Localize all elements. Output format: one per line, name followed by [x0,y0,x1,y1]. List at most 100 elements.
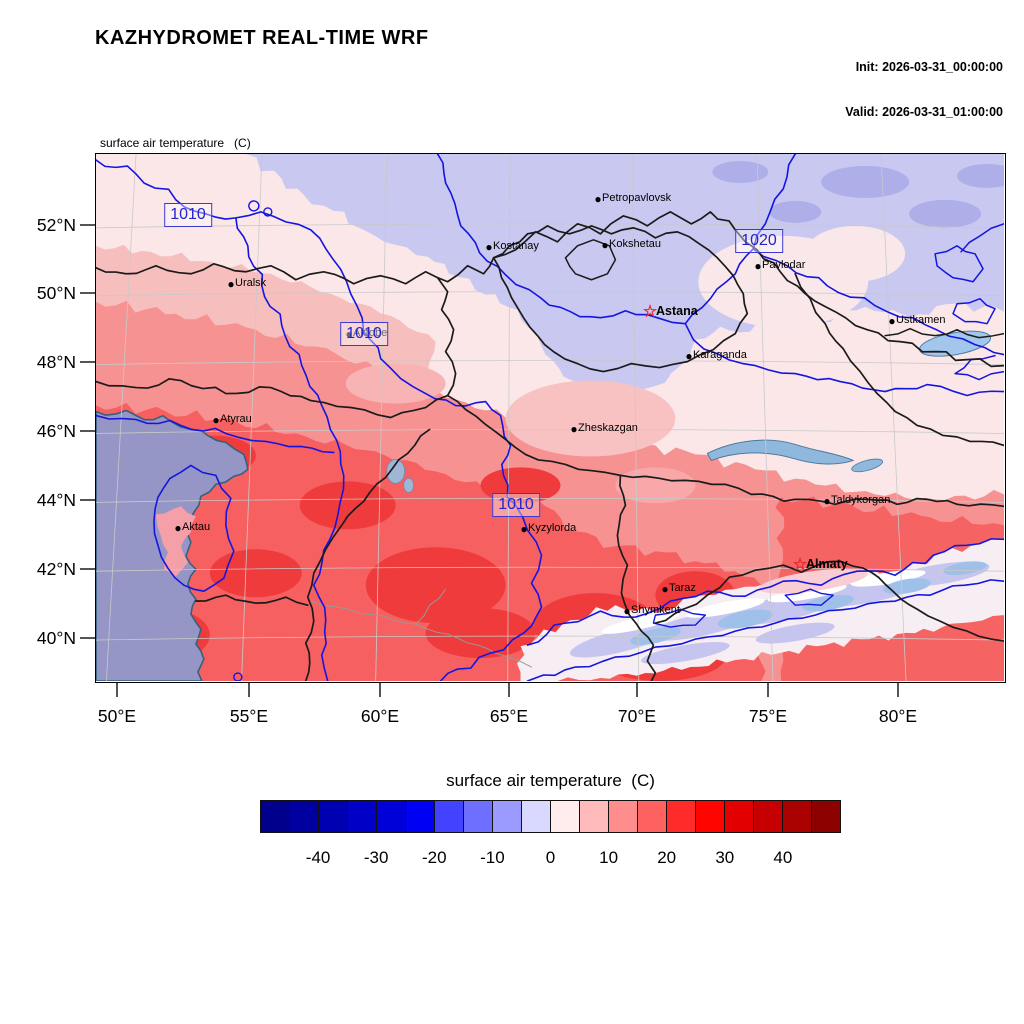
lon-tick-label: 70°E [617,706,657,726]
city-marker-dot-icon: ● [601,238,609,252]
lon-tick-label: 50°E [97,706,137,726]
colorbar-cell [783,801,812,832]
city-label: Pavlodar [762,259,806,271]
map-canvas [95,153,1006,683]
colorbar-cell [464,801,493,832]
lat-tick-mark [80,568,95,570]
valid-time: Valid: 2026-03-31_01:00:00 [845,105,1003,119]
city-marker-dot-icon: ● [754,259,762,273]
lat-tick-mark [80,292,95,294]
lon-tick-mark [379,683,381,697]
lat-tick-mark [80,224,95,226]
colorbar-cell [580,801,609,832]
isobar-value-label: 1010 [340,322,388,346]
city-label: Shymkent [631,604,680,616]
city-marker-dot-icon: ● [570,422,578,436]
city-label: Zheskazgan [578,422,638,434]
city-label: Kyzylorda [528,522,577,534]
colorbar-cell [493,801,522,832]
lon-tick-label: 80°E [878,706,918,726]
lon-tick-label: 65°E [489,706,529,726]
lat-tick-label: 42°N [36,559,76,579]
colorbar-cell [290,801,319,832]
field-label-temperature: surface air temperature (C) [100,136,251,150]
lat-tick-mark [80,637,95,639]
colorbar-tick-label: 20 [657,848,677,867]
colorbar-cell [725,801,754,832]
colorbar-cell [435,801,464,832]
colorbar-cell [261,801,290,832]
colorbar-cell [406,801,435,832]
lon-tick-mark [767,683,769,697]
colorbar-cell [522,801,551,832]
colorbar-tick-label: 0 [545,848,556,867]
city-label: Astana [656,304,698,318]
isobar-value-label: 1010 [164,203,212,227]
colorbar [260,800,841,833]
colorbar-cell [638,801,667,832]
city-label: Karaganda [693,349,747,361]
colorbar-tick-label: 10 [599,848,619,867]
colorbar-tick-label: -20 [422,848,447,867]
city-marker-star-icon: ☆ [642,303,658,321]
colorbar-cell [551,801,580,832]
lat-tick-mark [80,430,95,432]
colorbar-tick-label: 30 [715,848,735,867]
lon-tick-mark [248,683,250,697]
colorbar-cell [377,801,406,832]
lon-tick-mark [116,683,118,697]
city-marker-dot-icon: ● [345,327,353,341]
init-time: Init: 2026-03-31_00:00:00 [855,60,1003,74]
lon-tick-mark [636,683,638,697]
colorbar-cell [348,801,377,832]
isobar-value-label: 1020 [735,229,783,253]
run-times: Init: 2026-03-31_00:00:00 Valid: 2026-03… [845,30,1003,150]
lon-tick-label: 60°E [360,706,400,726]
city-marker-dot-icon: ● [594,192,602,206]
city-marker-dot-icon: ● [888,314,896,328]
map-art-svg [96,154,1004,681]
city-marker-dot-icon: ● [485,240,493,254]
colorbar-cell [667,801,696,832]
colorbar-tick-label: -40 [305,848,331,867]
lon-tick-label: 75°E [748,706,788,726]
lat-tick-label: 50°N [36,283,76,303]
city-marker-dot-icon: ● [823,494,831,508]
lat-tick-mark [80,499,95,501]
lon-tick-mark [897,683,899,697]
lon-tick-label: 55°E [229,706,269,726]
lat-tick-mark [80,361,95,363]
page-title: KAZHYDROMET REAL-TIME WRF [95,27,429,49]
city-marker-dot-icon: ● [174,521,182,535]
city-label: Almaty [806,557,848,571]
lat-tick-label: 52°N [36,215,76,235]
lon-tick-mark [508,683,510,697]
colorbar-cell [812,801,840,832]
city-marker-dot-icon: ● [661,582,669,596]
colorbar-tick-label: -10 [480,848,505,867]
city-label: Uralsk [235,277,267,289]
city-marker-dot-icon: ● [623,604,631,618]
city-label: Taldykorgan [831,494,891,506]
city-marker-dot-icon: ● [212,413,220,427]
colorbar-cell [754,801,783,832]
city-label: Kokshetau [609,238,661,250]
city-marker-dot-icon: ● [227,277,235,291]
city-label: Atyrau [220,413,252,425]
city-marker-dot-icon: ● [685,349,693,363]
city-label: Kostanay [493,240,539,252]
city-label: Ustkamen [896,314,946,326]
colorbar-cell [696,801,725,832]
colorbar-tick-label: 40 [773,848,793,867]
lat-tick-label: 46°N [36,421,76,441]
city-label: Taraz [669,582,696,594]
city-marker-dot-icon: ● [520,522,528,536]
lat-tick-label: 44°N [36,490,76,510]
colorbar-cell [609,801,638,832]
colorbar-title: surface air temperature (C) [446,771,655,790]
city-marker-star-icon: ☆ [792,556,808,574]
city-label: Aktau [182,521,211,533]
colorbar-tick-label: -30 [363,848,389,867]
lat-tick-label: 40°N [36,628,76,648]
